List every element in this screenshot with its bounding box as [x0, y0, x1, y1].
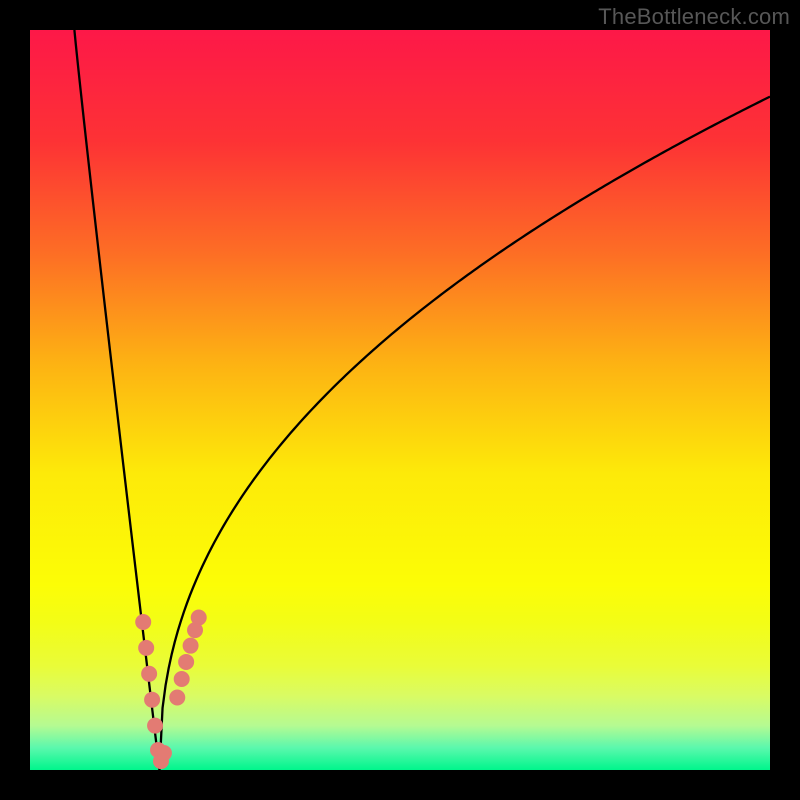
gradient-background	[30, 30, 770, 770]
data-marker	[139, 640, 154, 655]
data-marker	[179, 654, 194, 669]
data-marker	[170, 690, 185, 705]
data-marker	[191, 610, 206, 625]
bottleneck-curve-chart	[0, 0, 800, 800]
data-marker	[148, 718, 163, 733]
watermark-text: TheBottleneck.com	[598, 4, 790, 30]
data-marker	[145, 692, 160, 707]
data-marker	[136, 615, 151, 630]
chart-container: TheBottleneck.com	[0, 0, 800, 800]
data-marker	[174, 671, 189, 686]
data-marker	[142, 666, 157, 681]
data-marker	[183, 638, 198, 653]
data-marker	[156, 745, 171, 760]
